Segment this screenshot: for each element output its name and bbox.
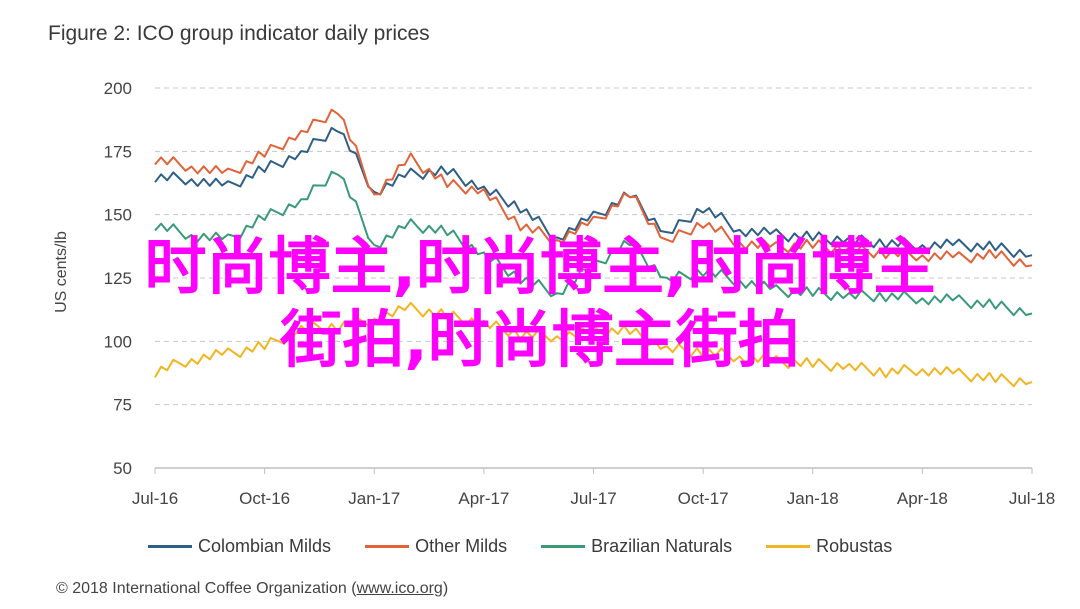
y-tick-label: 100 (104, 332, 132, 351)
series-line-robustas (154, 301, 1033, 388)
legend-item: Robustas (766, 536, 892, 557)
x-tick-label: Jan-18 (787, 489, 839, 508)
legend-label: Brazilian Naturals (591, 536, 733, 556)
footer-suffix: ) (442, 580, 449, 597)
legend: Colombian Milds Other Milds Brazilian Natu… (148, 536, 892, 557)
x-tick-label: Jul-16 (132, 489, 178, 508)
legend-swatch (148, 545, 192, 548)
legend-swatch (365, 545, 410, 548)
x-tick-label: Oct-16 (239, 489, 290, 508)
y-tick-label: 75 (113, 396, 132, 415)
y-tick-label: 125 (104, 269, 132, 288)
legend-swatch (541, 545, 586, 548)
legend-label: Other Milds (415, 536, 508, 556)
legend-item: Brazilian Naturals (541, 536, 732, 557)
legend-swatch (766, 545, 811, 548)
y-axis: 50 75 100 125 150 175 200 (104, 79, 132, 478)
y-tick-label: 175 (104, 142, 132, 161)
x-tick-label: Apr-18 (897, 489, 948, 508)
copyright-footer: © 2018 International Coffee Organization… (56, 580, 448, 598)
legend-label: Colombian Milds (198, 536, 332, 556)
legend-item: Colombian Milds (148, 536, 331, 557)
x-tick-label: Jul-18 (1009, 489, 1055, 508)
y-tick-label: 200 (104, 79, 132, 98)
overlay-line-1: 时尚博主,时尚博主,时尚博主 (144, 230, 936, 303)
x-axis: Jul-16 Oct-16 Jan-17 Apr-17 Jul-17 Oct-17 Jan-… (132, 468, 1055, 508)
watermark-overlay-text: 时尚博主,时尚博主,时尚博主 街拍,时尚博主街拍 (0, 230, 1080, 376)
series-line-other-milds (154, 108, 1033, 268)
x-tick-label: Apr-17 (458, 489, 509, 508)
series-line-brazilian-naturals (154, 170, 1033, 317)
footer-link[interactable]: www.ico.org (356, 580, 443, 597)
legend-label: Robustas (816, 536, 893, 556)
chart-title: Figure 2: ICO group indicator daily pric… (48, 22, 430, 45)
x-tick-label: Jul-17 (570, 489, 616, 508)
y-tick-label: 150 (104, 206, 132, 225)
x-tick-label: Oct-17 (678, 489, 729, 508)
footer-prefix: © 2018 International Coffee Organization… (56, 580, 357, 597)
x-tick-label: Jan-17 (348, 489, 400, 508)
series-line-colombian-milds (154, 126, 1033, 258)
y-tick-label: 50 (113, 459, 132, 478)
series-lines (154, 108, 1033, 388)
y-axis-label: US cents/lb (53, 231, 70, 313)
overlay-line-2: 街拍,时尚博主街拍 (280, 303, 800, 377)
legend-item: Other Milds (365, 536, 507, 557)
